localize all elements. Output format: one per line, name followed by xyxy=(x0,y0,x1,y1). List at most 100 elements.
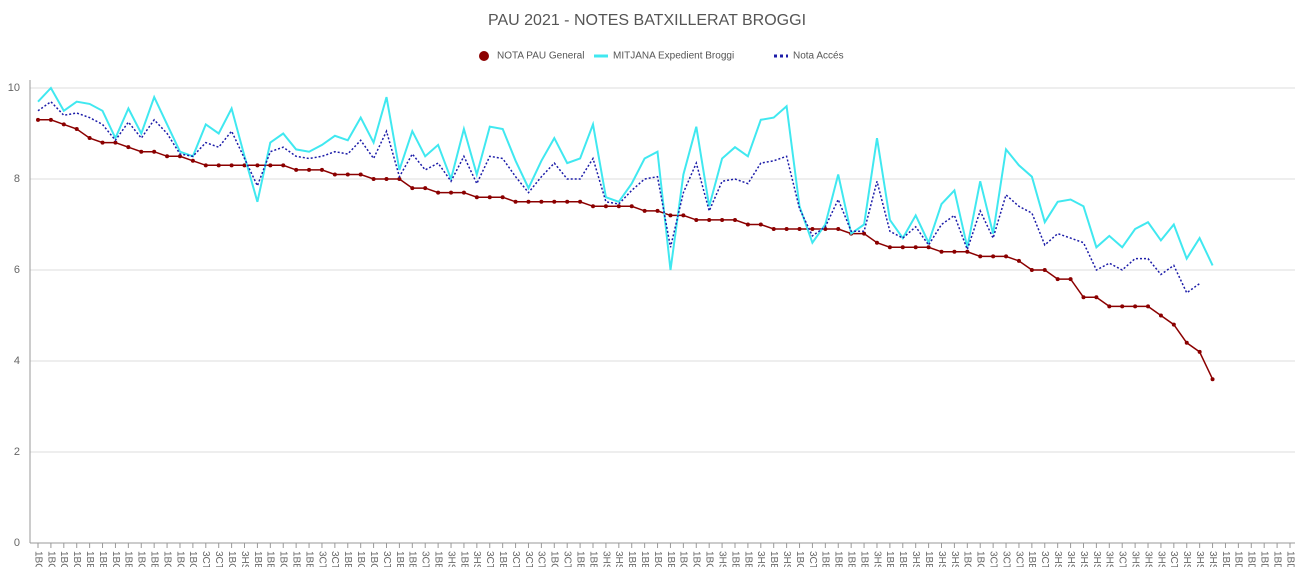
point xyxy=(1158,313,1163,318)
x-tick-label: 3CT xyxy=(200,551,211,567)
x-tick-label: 1BB xyxy=(84,551,95,567)
x-tick-label: 1BB xyxy=(342,551,353,567)
x-tick-label: 1BB xyxy=(97,551,108,567)
point xyxy=(771,227,776,232)
x-tick-label: 1BC xyxy=(226,551,237,567)
point xyxy=(513,199,518,204)
x-tick-label: 1BC xyxy=(161,551,172,567)
legend-label: MITJANA Expedient Broggi xyxy=(613,51,734,62)
point xyxy=(926,245,931,250)
point xyxy=(319,167,324,172)
x-tick-label: 1BB xyxy=(729,551,740,567)
point xyxy=(603,204,608,209)
point xyxy=(461,190,466,195)
point xyxy=(1068,277,1073,282)
point xyxy=(797,227,802,232)
x-tick-label: 1BB xyxy=(252,551,263,567)
point xyxy=(1004,254,1009,259)
point xyxy=(1029,268,1034,272)
point xyxy=(294,167,299,172)
point xyxy=(887,245,892,250)
x-tick-label: 1BB xyxy=(884,551,895,567)
point xyxy=(242,163,247,168)
point xyxy=(526,199,531,204)
y-tick-label: 8 xyxy=(14,173,20,185)
x-tick-label: 3HS xyxy=(1142,551,1153,567)
y-tick-label: 2 xyxy=(14,446,20,458)
x-tick-label: 1BB xyxy=(458,551,469,567)
point xyxy=(384,177,389,181)
point xyxy=(591,204,596,209)
point xyxy=(565,199,570,204)
x-tick-label: 1BB xyxy=(574,551,585,567)
x-tick-label: 1BB xyxy=(626,551,637,567)
x-tick-label: 1BC xyxy=(794,551,805,567)
point xyxy=(991,254,996,259)
point xyxy=(307,167,312,172)
x-tick-label: 1BB xyxy=(768,551,779,567)
x-tick-label: 3HS xyxy=(1155,551,1166,567)
point xyxy=(48,117,53,122)
x-tick-label: 1BC xyxy=(45,551,56,567)
x-tick-label: 3HS xyxy=(613,551,624,567)
x-tick-label: 3CT xyxy=(562,551,573,567)
x-tick-label: 1BC xyxy=(174,551,185,567)
point xyxy=(1184,340,1189,345)
point xyxy=(177,154,182,159)
x-tick-label: 1BB xyxy=(432,551,443,567)
point xyxy=(474,195,479,200)
x-tick-label: 3HS xyxy=(781,551,792,567)
x-tick-label: 3CT xyxy=(484,551,495,567)
x-tick-label: 1BB xyxy=(846,551,857,567)
x-tick-label: 1BD xyxy=(1259,551,1270,567)
point xyxy=(810,227,815,232)
point xyxy=(952,249,957,254)
point xyxy=(874,240,879,245)
x-tick-label: 3CT xyxy=(523,551,534,567)
point xyxy=(1081,295,1086,300)
point xyxy=(74,126,79,131)
x-tick-label: 1BC xyxy=(704,551,715,567)
x-tick-label: 3HS xyxy=(1091,551,1102,567)
x-tick-label: 3CT xyxy=(213,551,224,567)
point xyxy=(255,163,260,168)
x-tick-label: 3CT xyxy=(420,551,431,567)
x-tick-label: 3CT xyxy=(1000,551,1011,567)
x-tick-label: 1BC xyxy=(136,551,147,567)
x-tick-label: 1BB xyxy=(123,551,134,567)
y-tick-label: 4 xyxy=(14,355,20,367)
point xyxy=(1055,277,1060,282)
point xyxy=(578,199,583,204)
point xyxy=(1210,377,1215,382)
legend-swatch xyxy=(479,51,489,61)
point xyxy=(87,136,92,141)
series-line xyxy=(37,86,1214,271)
point xyxy=(655,208,660,213)
legend-label: Nota Accés xyxy=(793,51,844,62)
point xyxy=(732,217,737,222)
x-tick-label: 1BC xyxy=(278,551,289,567)
point xyxy=(216,163,221,168)
point xyxy=(126,145,131,150)
x-tick-label: 3CT xyxy=(807,551,818,567)
point xyxy=(900,245,905,250)
point xyxy=(1120,304,1125,309)
x-tick-label: 1BB xyxy=(407,551,418,567)
point xyxy=(268,163,273,168)
x-tick-label: 3CT xyxy=(1168,551,1179,567)
point xyxy=(823,227,828,232)
point xyxy=(410,186,415,191)
point xyxy=(642,208,647,213)
x-tick-label: 3HS xyxy=(1181,551,1192,567)
x-tick-label: 3HS xyxy=(1052,551,1063,567)
x-tick-label: 1BC xyxy=(187,551,198,567)
x-tick-label: 3CT xyxy=(1039,551,1050,567)
x-tick-label: 1BB xyxy=(149,551,160,567)
x-tick-label: 3CT xyxy=(329,551,340,567)
x-tick-label: 1BC xyxy=(549,551,560,567)
x-tick-label: 3HS xyxy=(949,551,960,567)
x-tick-label: 3CT xyxy=(510,551,521,567)
x-tick-label: 3CT xyxy=(381,551,392,567)
point xyxy=(1133,304,1138,309)
point xyxy=(449,190,454,195)
